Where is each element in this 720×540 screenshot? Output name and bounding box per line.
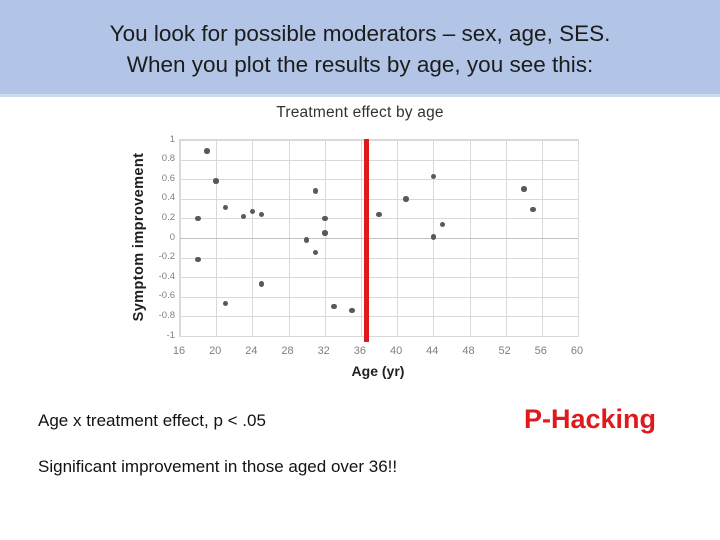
y-tick-label: 0.6	[161, 172, 175, 184]
gridline-y	[180, 316, 578, 318]
gridline-y	[180, 336, 578, 337]
y-tick-label: 0.8	[161, 153, 175, 165]
x-tick-label: 44	[426, 345, 439, 357]
scatter-point	[439, 221, 446, 227]
conclusion-text: Significant improvement in those aged ov…	[38, 457, 398, 476]
scatter-point	[322, 230, 328, 236]
scatter-point	[430, 234, 436, 240]
scatter-point	[349, 307, 355, 314]
scatter-point	[331, 303, 337, 310]
scatter-point	[403, 196, 409, 202]
x-tick-label: 28	[281, 345, 294, 357]
scatter-point	[249, 208, 256, 215]
x-tick-label: 48	[462, 345, 475, 357]
scatter-point	[521, 186, 527, 192]
y-tick-label: -0.8	[158, 309, 175, 321]
slide-header: You look for possible moderators – sex, …	[0, 0, 720, 97]
x-tick-label: 60	[570, 345, 584, 357]
scatter-point	[258, 281, 265, 287]
y-tick-label: 0.4	[161, 192, 175, 204]
significance-cutoff-line	[363, 139, 369, 342]
gridline-y	[180, 257, 578, 259]
phacking-label: P-Hacking	[524, 404, 657, 434]
scatter-point	[222, 204, 228, 211]
gridline-x	[578, 140, 579, 336]
scatter-point	[240, 213, 247, 220]
y-tick-label: -1	[166, 329, 175, 341]
gridline-y	[180, 198, 578, 200]
scatter-point	[222, 300, 228, 307]
x-tick-label: 32	[317, 345, 330, 357]
scatter-point	[376, 211, 382, 218]
scatter-point	[430, 173, 436, 179]
scatter-point	[195, 256, 201, 263]
header-line1: You look for possible moderators – sex, …	[109, 21, 611, 46]
pvalue-text: Age x treatment effect, p < .05	[38, 411, 266, 430]
scatter-point	[322, 215, 328, 222]
gridline-y	[180, 179, 578, 181]
scatter-point	[213, 178, 219, 184]
x-tick-label: 56	[534, 345, 547, 357]
scatter-point	[204, 148, 210, 154]
scatter-point	[258, 211, 265, 218]
scatter-point	[312, 188, 319, 194]
y-tick-label: -0.2	[158, 251, 175, 263]
x-axis-title: Age (yr)	[351, 363, 405, 379]
gridline-y	[180, 159, 578, 161]
chart-title: Treatment effect by age	[276, 104, 444, 121]
x-tick-label: 20	[209, 345, 222, 357]
gridline-y	[180, 277, 578, 279]
gridline-y	[180, 238, 578, 239]
y-tick-label: 1	[169, 133, 175, 145]
x-tick-label: 40	[389, 345, 403, 357]
scatter-point	[530, 206, 536, 213]
x-tick-label: 52	[498, 345, 511, 357]
x-tick-label: 36	[353, 345, 367, 357]
scatter-point	[303, 237, 310, 243]
header-line2: When you plot the results by age, you se…	[126, 52, 594, 77]
gridline-y	[180, 140, 578, 141]
gridline-y	[180, 296, 578, 298]
x-tick-label: 24	[245, 345, 258, 357]
y-tick-label: 0	[169, 231, 175, 243]
gridline-y	[180, 218, 578, 220]
scatter-chart: Treatment effect by age Symptom improvem…	[0, 97, 720, 390]
y-tick-label: -0.4	[158, 270, 175, 282]
y-tick-label: 0.2	[161, 211, 175, 223]
y-tick-label: -0.6	[158, 290, 175, 302]
scatter-point	[312, 249, 319, 256]
plot-area	[179, 139, 579, 342]
scatter-point	[195, 215, 201, 222]
x-tick-label: 16	[172, 345, 186, 357]
